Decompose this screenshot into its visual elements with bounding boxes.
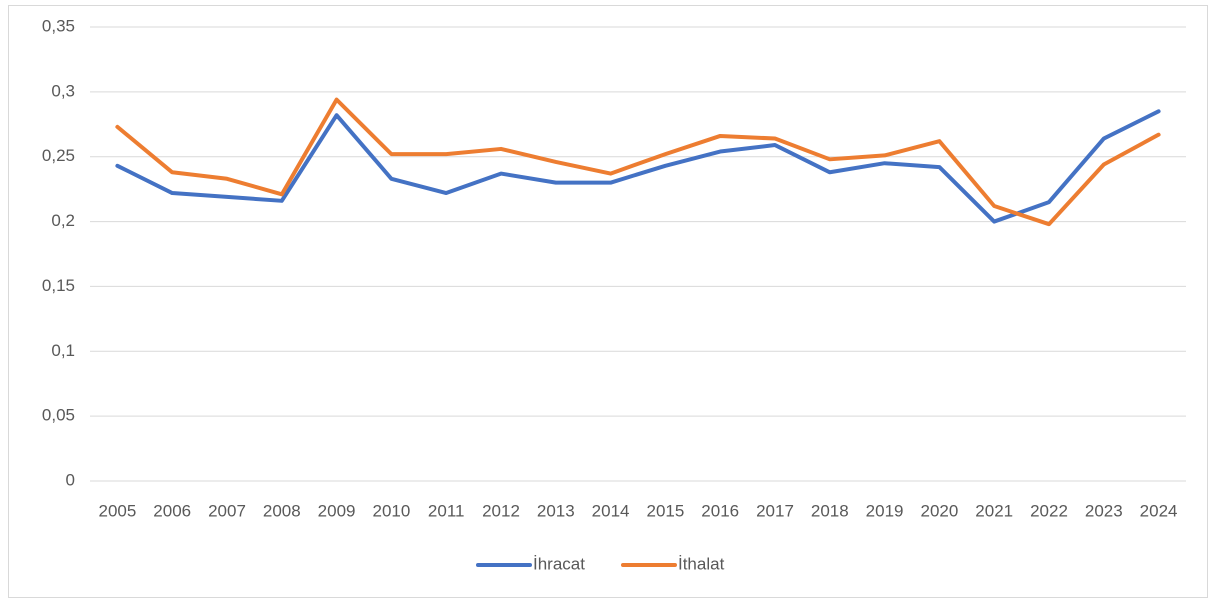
x-tick-label: 2021: [975, 501, 1013, 520]
x-tick-label: 2013: [537, 501, 575, 520]
legend-label: İhracat: [533, 554, 585, 573]
y-tick-label: 0,15: [42, 276, 75, 295]
y-tick-label: 0,35: [42, 16, 75, 35]
x-tick-label: 2005: [98, 501, 136, 520]
y-tick-label: 0: [66, 470, 75, 489]
x-tick-label: 2017: [756, 501, 794, 520]
y-tick-label: 0,25: [42, 146, 75, 165]
x-tick-label: 2011: [428, 501, 465, 520]
y-tick-label: 0,3: [51, 81, 75, 100]
x-tick-label: 2012: [482, 501, 520, 520]
y-tick-label: 0,05: [42, 406, 75, 425]
x-tick-label: 2024: [1140, 501, 1178, 520]
series-line: [115, 109, 1161, 224]
x-tick-label: 2006: [153, 501, 191, 520]
x-tick-label: 2022: [1030, 501, 1068, 520]
x-tick-label: 2008: [263, 501, 301, 520]
chart-border: [8, 5, 1208, 598]
legend-label: İthalat: [678, 554, 725, 573]
series-line: [115, 97, 1161, 227]
x-tick-label: 2016: [701, 501, 739, 520]
x-tick-label: 2019: [866, 501, 904, 520]
y-tick-label: 0,2: [51, 211, 75, 230]
x-tick-label: 2023: [1085, 501, 1123, 520]
x-tick-label: 2009: [318, 501, 356, 520]
x-tick-label: 2007: [208, 501, 246, 520]
x-tick-label: 2010: [372, 501, 410, 520]
x-tick-label: 2020: [920, 501, 958, 520]
x-tick-label: 2015: [646, 501, 684, 520]
x-tick-label: 2018: [811, 501, 849, 520]
x-tick-label: 2014: [592, 501, 630, 520]
y-tick-label: 0,1: [51, 341, 75, 360]
